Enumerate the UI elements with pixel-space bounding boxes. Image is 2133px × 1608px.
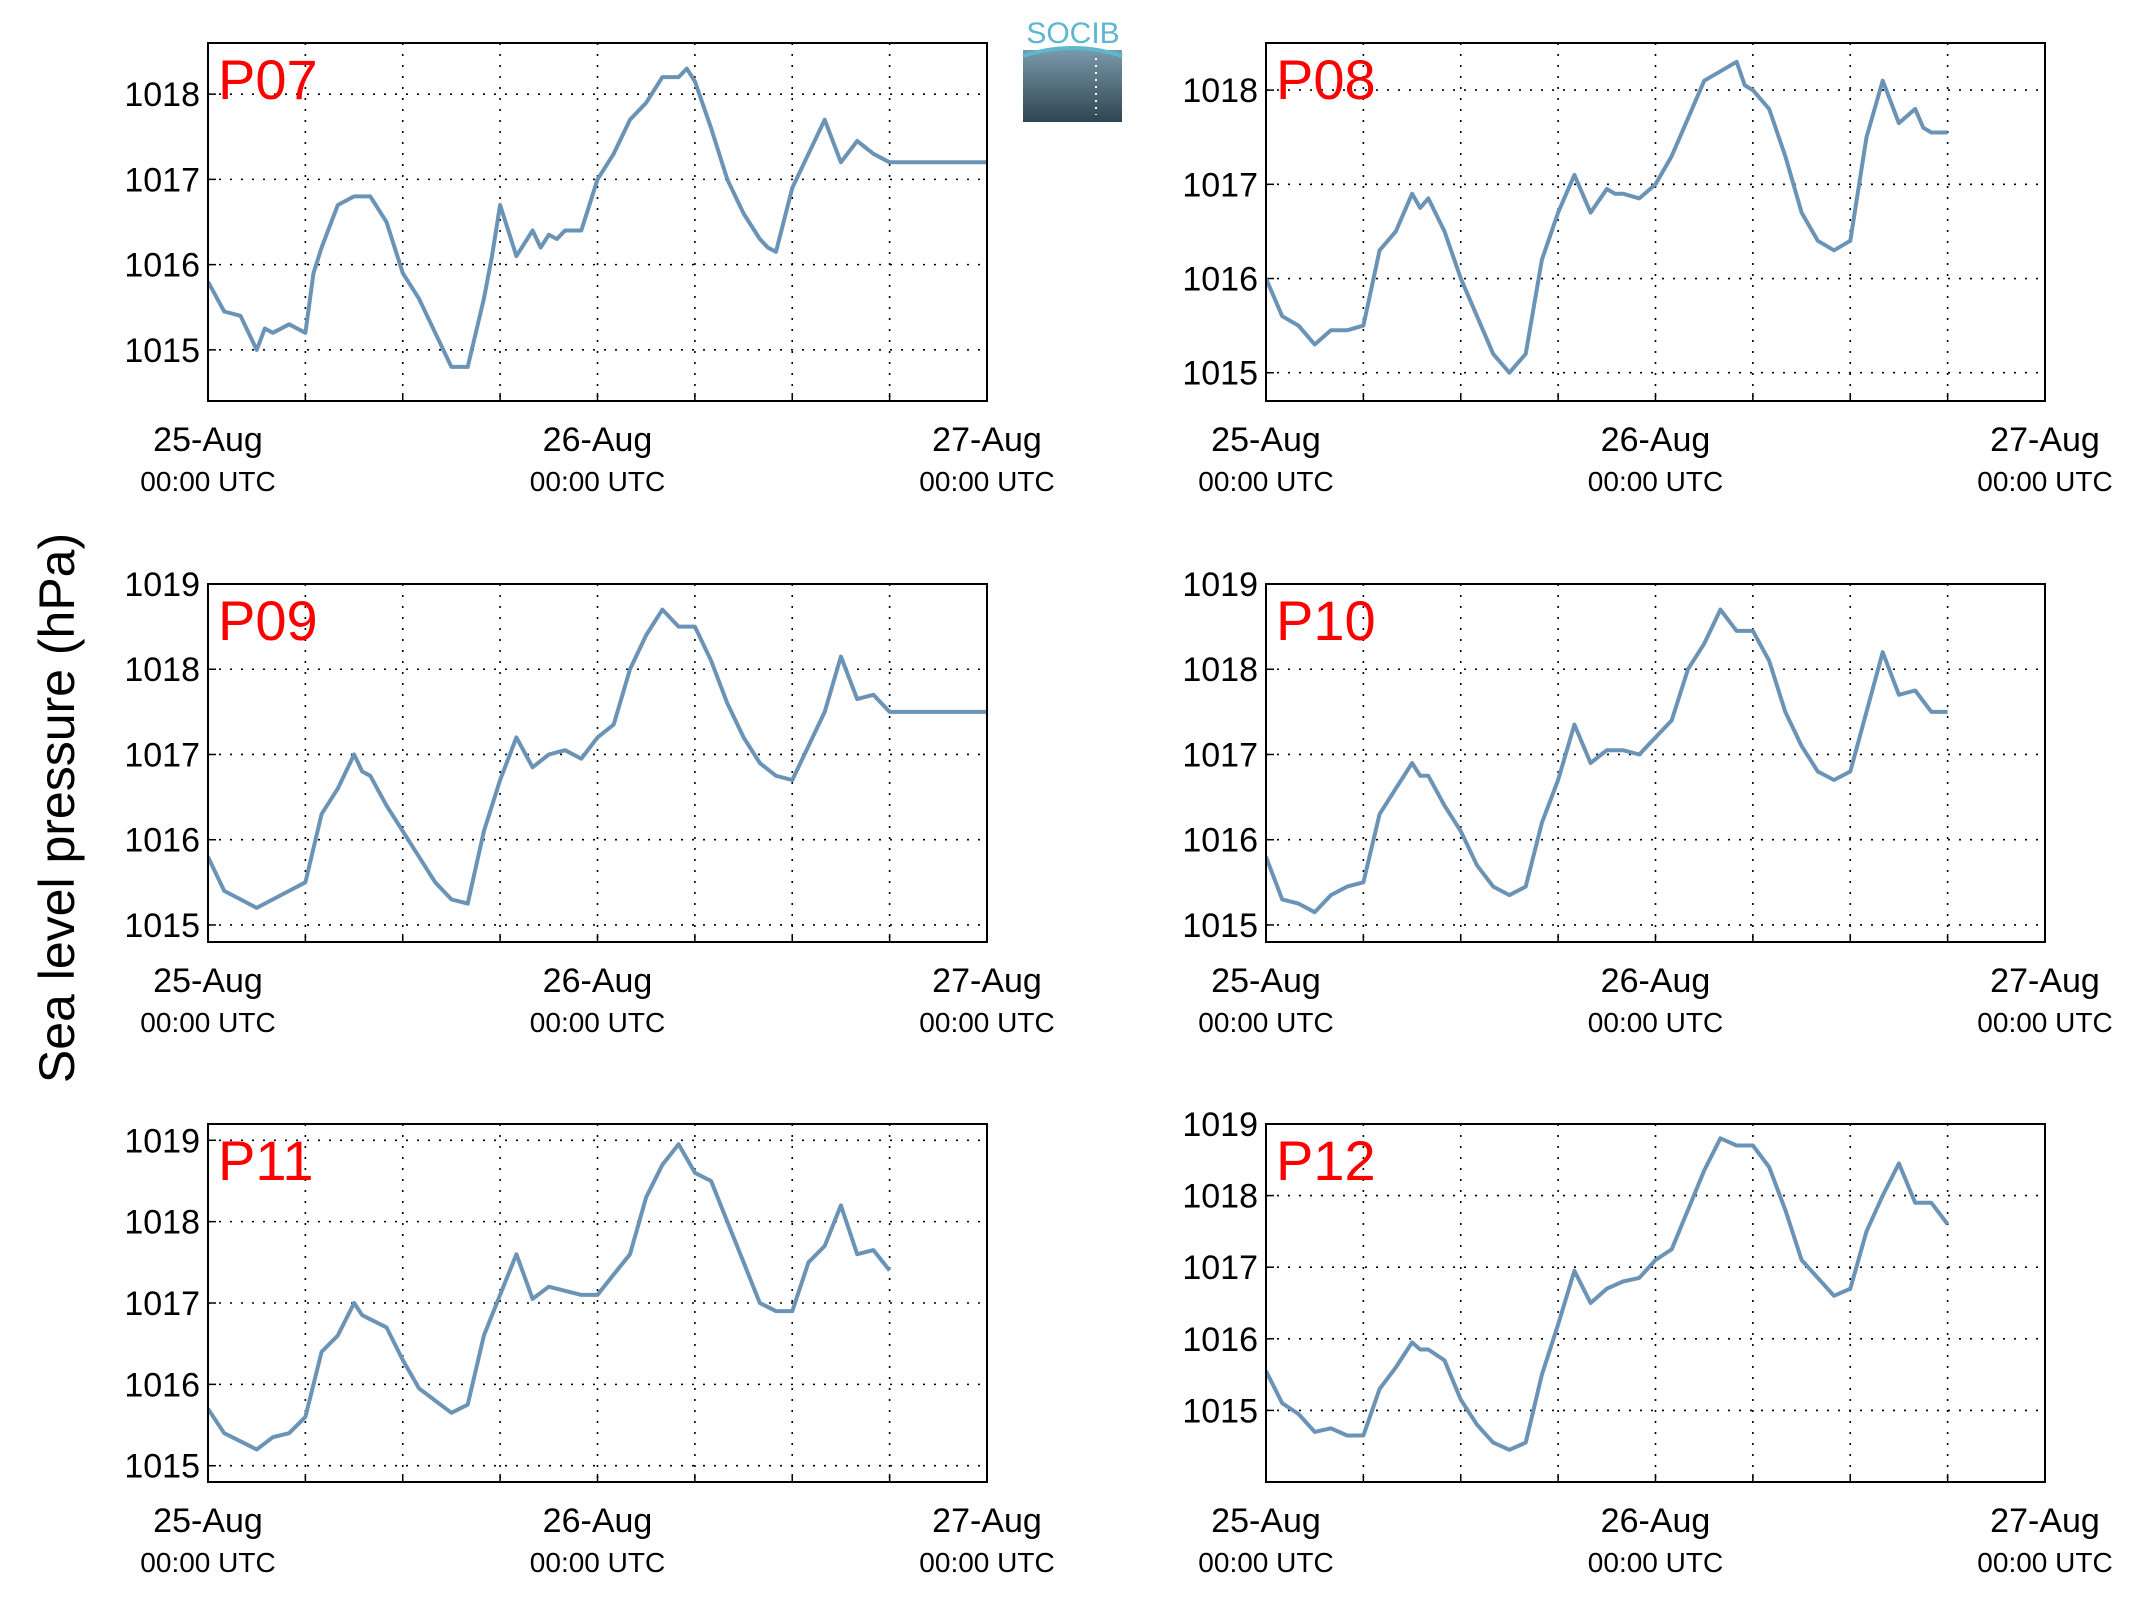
x-tick-sublabel: 00:00 UTC xyxy=(1198,1547,1333,1578)
x-tick-sublabel: 00:00 UTC xyxy=(140,1547,275,1578)
x-tick-sublabel: 00:00 UTC xyxy=(1198,1007,1333,1038)
x-tick-label: 25-Aug xyxy=(1211,1502,1321,1540)
socib-logo: SOCIB xyxy=(1022,17,1123,122)
y-tick-label: 1015 xyxy=(124,1448,200,1486)
chart-panel-p08: 1015 1016 1017 1018 25-Aug 00:00 UTC 26-Aug 00:… xyxy=(1182,42,2113,497)
x-tick-sublabel: 00:00 UTC xyxy=(140,1007,275,1038)
chart-panel-p10: 1015 1016 1017 1018 1019 25-Aug 00:00 UTC 26-Au… xyxy=(1182,566,2112,1038)
socib-logo-text: SOCIB xyxy=(1026,17,1119,50)
x-tick-label: 26-Aug xyxy=(1601,1502,1711,1540)
series-line xyxy=(1266,59,1948,375)
panel-title: P09 xyxy=(218,589,318,652)
y-tick-label: 1017 xyxy=(124,1285,200,1323)
x-tick-label: 25-Aug xyxy=(153,1502,263,1540)
chart-panel-p07: 1015 1016 1017 1018 25-Aug 00:00 UTC 26-Aug 00:… xyxy=(124,42,1055,497)
y-tick-label: 1018 xyxy=(1182,651,1258,689)
chart-panel-p12: 1015 1016 1017 1018 1019 25-Aug 00:00 UTC 26-Au… xyxy=(1182,1106,2112,1578)
x-tick-sublabel: 00:00 UTC xyxy=(1588,1547,1723,1578)
y-tick-label: 1018 xyxy=(124,1204,200,1242)
socib-logo-wave xyxy=(1022,46,1123,58)
y-tick-label: 1019 xyxy=(1182,566,1258,604)
y-tick-label: 1016 xyxy=(124,1366,200,1404)
y-tick-label: 1015 xyxy=(124,907,200,945)
axes-frame xyxy=(1265,583,2046,943)
y-tick-label: 1016 xyxy=(1182,822,1258,860)
x-tick-sublabel: 00:00 UTC xyxy=(1588,466,1723,497)
x-tick-sublabel: 00:00 UTC xyxy=(1588,1007,1723,1038)
series-line xyxy=(208,66,987,369)
y-tick-label: 1015 xyxy=(1182,907,1258,945)
y-tick-label: 1018 xyxy=(124,76,200,114)
y-tick-label: 1018 xyxy=(1182,1178,1258,1216)
axes-frame xyxy=(1265,1123,2046,1483)
x-tick-sublabel: 00:00 UTC xyxy=(530,1007,665,1038)
panel-title: P12 xyxy=(1276,1129,1376,1192)
x-tick-label: 26-Aug xyxy=(543,962,653,1000)
y-tick-label: 1015 xyxy=(124,332,200,370)
chart-panels: 1015 1016 1017 1018 25-Aug 00:00 UTC 26-Aug 00:… xyxy=(124,42,2113,1578)
y-axis-label: Sea level pressure (hPa) xyxy=(29,533,85,1083)
x-tick-label: 25-Aug xyxy=(153,962,263,1000)
panel-title: P07 xyxy=(218,48,318,111)
x-tick-sublabel: 00:00 UTC xyxy=(530,1547,665,1578)
chart-panel-p09: 1015 1016 1017 1018 1019 25-Aug 00:00 UTC 26-Au… xyxy=(124,566,1054,1038)
x-tick-sublabel: 00:00 UTC xyxy=(919,1007,1054,1038)
x-tick-sublabel: 00:00 UTC xyxy=(1198,466,1333,497)
x-tick-label: 27-Aug xyxy=(932,962,1042,1000)
x-tick-label: 26-Aug xyxy=(1601,421,1711,459)
x-tick-sublabel: 00:00 UTC xyxy=(530,466,665,497)
y-tick-label: 1016 xyxy=(124,247,200,285)
panel-title: P08 xyxy=(1276,48,1376,111)
series-line xyxy=(208,607,987,910)
x-tick-label: 26-Aug xyxy=(543,421,653,459)
y-tick-label: 1015 xyxy=(1182,355,1258,393)
x-tick-label: 25-Aug xyxy=(1211,421,1321,459)
panel-title: P10 xyxy=(1276,589,1376,652)
axes-frame xyxy=(207,42,988,402)
y-tick-label: 1016 xyxy=(124,822,200,860)
x-tick-label: 27-Aug xyxy=(932,421,1042,459)
socib-logo-block xyxy=(1023,50,1122,122)
axes-frame xyxy=(207,1123,988,1483)
x-tick-sublabel: 00:00 UTC xyxy=(1977,466,2112,497)
x-tick-sublabel: 00:00 UTC xyxy=(1977,1547,2112,1578)
y-tick-label: 1019 xyxy=(1182,1106,1258,1144)
y-tick-label: 1017 xyxy=(1182,736,1258,774)
y-tick-label: 1017 xyxy=(1182,1249,1258,1287)
y-tick-label: 1016 xyxy=(1182,1321,1258,1359)
x-tick-sublabel: 00:00 UTC xyxy=(919,466,1054,497)
chart-panel-p11: 1015 1016 1017 1018 1019 25-Aug 00:00 UTC 26-Au… xyxy=(124,1122,1054,1578)
x-tick-sublabel: 00:00 UTC xyxy=(919,1547,1054,1578)
axes-frame xyxy=(1265,42,2046,402)
x-tick-label: 25-Aug xyxy=(1211,962,1321,1000)
y-tick-label: 1018 xyxy=(1182,72,1258,110)
x-tick-label: 26-Aug xyxy=(1601,962,1711,1000)
x-tick-label: 26-Aug xyxy=(543,1502,653,1540)
y-tick-label: 1019 xyxy=(124,566,200,604)
panel-title: P11 xyxy=(218,1129,313,1192)
x-tick-label: 27-Aug xyxy=(1990,1502,2100,1540)
y-tick-label: 1017 xyxy=(124,161,200,199)
x-tick-label: 25-Aug xyxy=(153,421,263,459)
x-tick-label: 27-Aug xyxy=(932,1502,1042,1540)
y-tick-label: 1017 xyxy=(1182,166,1258,204)
x-tick-sublabel: 00:00 UTC xyxy=(1977,1007,2112,1038)
y-tick-label: 1019 xyxy=(124,1122,200,1160)
series-line xyxy=(1266,607,1948,915)
x-tick-label: 27-Aug xyxy=(1990,962,2100,1000)
axes-frame xyxy=(207,583,988,943)
x-tick-sublabel: 00:00 UTC xyxy=(140,466,275,497)
y-tick-label: 1017 xyxy=(124,736,200,774)
y-tick-label: 1018 xyxy=(124,651,200,689)
x-tick-label: 27-Aug xyxy=(1990,421,2100,459)
y-tick-label: 1015 xyxy=(1182,1392,1258,1430)
y-tick-label: 1016 xyxy=(1182,261,1258,299)
series-line xyxy=(208,1142,892,1452)
series-line xyxy=(1266,1136,1950,1452)
